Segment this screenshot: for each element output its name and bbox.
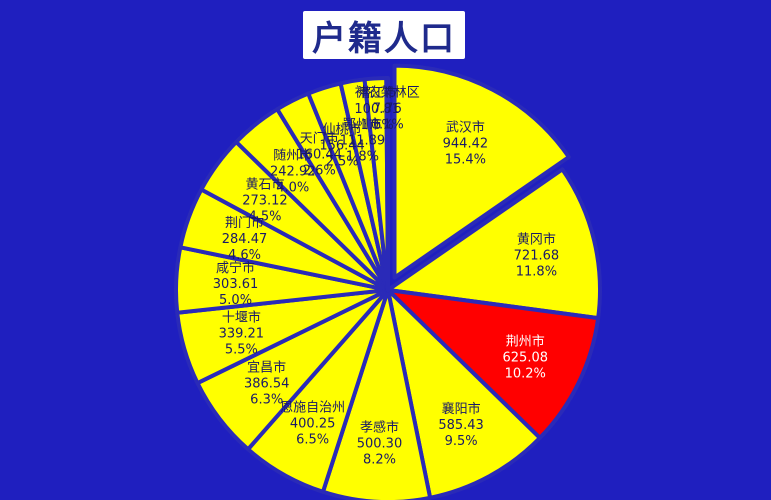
slice-percent: 6.3%: [250, 393, 283, 408]
slice-value: 160.44: [296, 148, 342, 163]
slice-name: 潜江市: [358, 85, 397, 101]
slice-name: 黄冈市: [517, 231, 556, 247]
slice-percent: 10.2%: [505, 367, 546, 382]
pie-slice-1: [392, 63, 571, 280]
slice-value: 585.43: [438, 418, 484, 433]
pie-slice-17: [384, 76, 390, 292]
slice-name: 咸宁市: [216, 260, 255, 276]
slice-name: 神农架林区: [355, 86, 420, 101]
slice-percent: 2.6%: [303, 164, 336, 179]
slice-name: 宜昌市: [247, 360, 286, 376]
slice-percent: 11.8%: [516, 264, 557, 279]
slice-value: 721.68: [514, 248, 560, 263]
slice-name: 仙桃市: [323, 121, 362, 137]
slice-value: 273.12: [242, 194, 288, 209]
slice-label-7: 宜昌市 386.54 6.3%: [244, 360, 290, 408]
slice-name: 荆州市: [506, 334, 545, 350]
slice-percent: 8.2%: [363, 452, 396, 467]
slice-value: 339.21: [219, 326, 265, 341]
slice-name: 黄石市: [245, 177, 284, 193]
slice-label-1: 武汉市 944.42 15.4%: [443, 119, 489, 167]
slice-value: 284.47: [222, 232, 268, 247]
slice-name: 武汉市: [446, 119, 485, 135]
pie-slice-5: [321, 288, 433, 500]
slice-percent: 15.4%: [445, 152, 486, 167]
slice-value: 303.61: [213, 277, 259, 292]
slice-label-15: 鄂州市 111.89 1.8%: [340, 117, 386, 165]
slice-percent: 2.5%: [326, 154, 359, 169]
slice-value: 7.76: [373, 102, 402, 117]
slice-percent: 4.0%: [276, 181, 309, 196]
slice-label-9: 咸宁市 303.61 5.0%: [213, 260, 259, 308]
slice-percent: 5.5%: [225, 342, 258, 357]
slice-value: 400.25: [290, 417, 336, 432]
slice-percent: 4.5%: [248, 210, 281, 225]
slice-name: 荆门市: [225, 215, 264, 231]
slice-label-11: 黄石市 273.12 4.5%: [242, 177, 288, 225]
slice-label-16: 潜江市 100.81 1.6%: [354, 85, 400, 133]
slice-percent: 5.0%: [219, 293, 252, 308]
slice-label-8: 十堰市 339.21 5.5%: [219, 309, 265, 357]
pie-labels: 武汉市 944.42 15.4% 黄冈市 721.68 11.8% 荆州市 625.08 10.…: [213, 85, 559, 467]
slice-label-6: 恩施自治州 400.25 6.5%: [280, 401, 345, 448]
slice-percent: 1.6%: [361, 118, 394, 133]
slice-name: 孝感市: [360, 419, 399, 435]
pie-slices: [174, 63, 602, 500]
slice-value: 944.42: [443, 136, 489, 151]
slice-name: 恩施自治州: [280, 401, 345, 416]
slice-label-5: 孝感市 500.30 8.2%: [357, 419, 403, 467]
pie-slice-2: [386, 167, 602, 321]
slice-label-17: 神农架林区 7.76 0.1%: [355, 86, 420, 133]
slice-name: 襄阳市: [442, 401, 481, 417]
slice-label-13: 天门市 160.44 2.6%: [296, 131, 342, 179]
slice-value: 100.81: [354, 102, 400, 117]
slice-label-3: 荆州市 625.08 10.2%: [503, 334, 549, 382]
slice-percent: 4.6%: [228, 248, 261, 263]
slice-value: 386.54: [244, 377, 290, 392]
pie-slice-4: [386, 288, 542, 500]
slice-percent: 9.5%: [445, 434, 478, 449]
slice-percent: 0.1%: [371, 118, 404, 133]
slice-label-4: 襄阳市 585.43 9.5%: [438, 401, 484, 449]
slice-percent: 1.8%: [346, 150, 379, 165]
slice-name: 天门市: [300, 131, 339, 147]
slice-value: 111.89: [340, 134, 386, 149]
slice-value: 242.92: [270, 165, 316, 180]
slice-label-12: 随州市 242.92 4.0%: [270, 148, 316, 196]
slice-label-2: 黄冈市 721.68 11.8%: [514, 231, 560, 279]
slice-label-10: 荆门市 284.47 4.6%: [222, 215, 268, 263]
slice-name: 随州市: [273, 148, 312, 164]
slice-value: 625.08: [503, 351, 549, 366]
slice-label-14: 仙桃市 156.44 2.5%: [319, 121, 365, 169]
slice-name: 十堰市: [222, 309, 261, 325]
slice-percent: 6.5%: [296, 433, 329, 448]
chart-title: 户籍人口: [312, 18, 456, 59]
slice-value: 156.44: [319, 138, 365, 153]
pie-slice-3: [386, 288, 601, 440]
slice-value: 500.30: [357, 436, 403, 451]
chart-title-box: 户籍人口: [303, 11, 465, 59]
slice-name: 鄂州市: [343, 117, 382, 133]
